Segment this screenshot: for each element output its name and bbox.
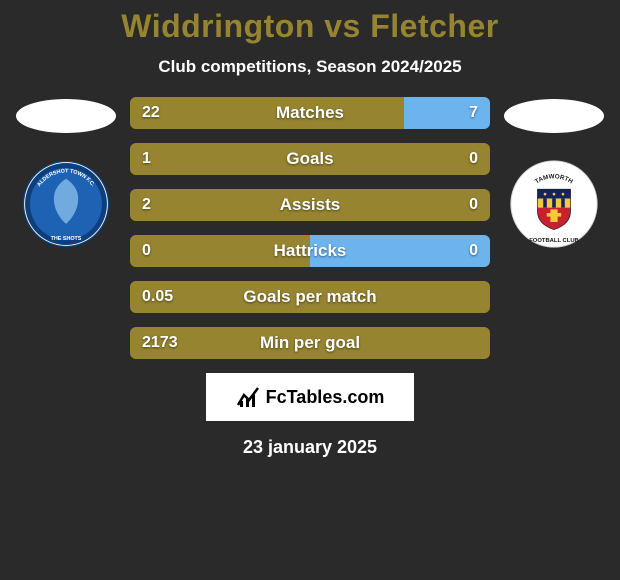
stat-bar: 00Hattricks: [130, 235, 490, 267]
stat-value-left: 0: [142, 235, 151, 267]
comparison-row: ALDERSHOT TOWN F.C. THE SHOTS 227Matches…: [0, 97, 620, 359]
right-player-column: TAMWORTH FOOTBALL CLUB: [504, 97, 604, 249]
stat-bar-left: [130, 327, 490, 359]
stat-value-left: 1: [142, 143, 151, 175]
date-text: 23 january 2025: [0, 437, 620, 458]
stat-value-right: 0: [469, 143, 478, 175]
stat-bar-left: [130, 281, 490, 313]
stat-bar-left: [130, 97, 404, 129]
tamworth-badge-icon: TAMWORTH FOOTBALL CLUB: [509, 159, 599, 249]
stat-bar: 2173Min per goal: [130, 327, 490, 359]
stat-bar-left: [130, 189, 490, 221]
stat-bar: 227Matches: [130, 97, 490, 129]
stat-bar: 20Assists: [130, 189, 490, 221]
branding: FcTables.com: [206, 373, 414, 421]
stats-column: 227Matches10Goals20Assists00Hattricks0.0…: [130, 97, 490, 359]
stat-bar: 10Goals: [130, 143, 490, 175]
stat-value-right: 0: [469, 235, 478, 267]
svg-text:THE SHOTS: THE SHOTS: [51, 236, 82, 242]
right-club-badge: TAMWORTH FOOTBALL CLUB: [509, 159, 599, 249]
page-title: Widdrington vs Fletcher: [0, 8, 620, 45]
left-avatar-placeholder: [16, 99, 116, 133]
svg-text:FOOTBALL CLUB: FOOTBALL CLUB: [529, 238, 579, 244]
left-club-badge: ALDERSHOT TOWN F.C. THE SHOTS: [21, 159, 111, 249]
stat-value-right: 7: [469, 97, 478, 129]
stat-value-left: 22: [142, 97, 160, 129]
stat-value-left: 2: [142, 189, 151, 221]
stat-value-right: 0: [469, 189, 478, 221]
subtitle: Club competitions, Season 2024/2025: [0, 57, 620, 77]
left-player-column: ALDERSHOT TOWN F.C. THE SHOTS: [16, 97, 116, 249]
aldershot-badge-icon: ALDERSHOT TOWN F.C. THE SHOTS: [21, 159, 111, 249]
stat-bar-left: [130, 143, 490, 175]
chart-icon: [236, 385, 260, 409]
stat-value-left: 2173: [142, 327, 178, 359]
stat-bar: 0.05Goals per match: [130, 281, 490, 313]
branding-text: FcTables.com: [266, 387, 385, 408]
right-avatar-placeholder: [504, 99, 604, 133]
stat-value-left: 0.05: [142, 281, 173, 313]
stat-bar-right: [310, 235, 490, 267]
stat-bar-left: [130, 235, 310, 267]
